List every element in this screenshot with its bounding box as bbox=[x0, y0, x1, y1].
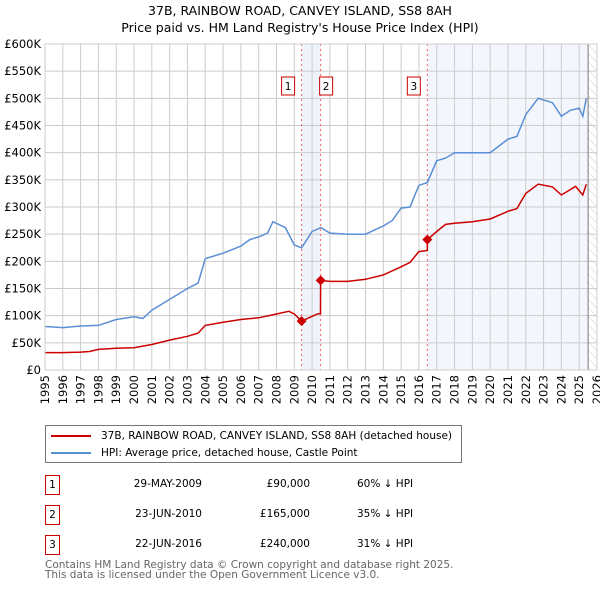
sale-label: 1 bbox=[281, 76, 296, 96]
legend-label: 37B, RAINBOW ROAD, CANVEY ISLAND, SS8 8A… bbox=[101, 430, 453, 442]
transaction-hpi: 35% ↓ HPI bbox=[357, 508, 414, 520]
price-chart: £0 £50K £100K £150K £200K £250K £300K £350K £400… bbox=[4, 37, 600, 404]
y-tick-label: £200K bbox=[4, 254, 41, 268]
x-tick-label: 2014 bbox=[376, 375, 390, 404]
x-tick-label: 2013 bbox=[359, 375, 373, 404]
transaction-number: 3 bbox=[45, 535, 60, 555]
x-tick-label: 2008 bbox=[269, 375, 283, 404]
y-tick-label: £250K bbox=[4, 227, 41, 241]
x-tick-label: 2001 bbox=[145, 375, 159, 404]
y-tick-label: £500K bbox=[4, 91, 41, 105]
x-tick-label: 2023 bbox=[537, 375, 551, 404]
transaction-price: £165,000 bbox=[259, 508, 310, 520]
chart-title: 37B, RAINBOW ROAD, CANVEY ISLAND, SS8 8A… bbox=[148, 3, 452, 18]
transaction-number: 1 bbox=[45, 475, 60, 495]
sale-point bbox=[422, 234, 433, 245]
x-tick-label: 2019 bbox=[465, 375, 479, 404]
sale-label-text: 2 bbox=[323, 81, 330, 93]
y-tick-label: £50K bbox=[12, 336, 42, 350]
transaction-date: 22-JUN-2016 bbox=[135, 538, 202, 550]
sale-point bbox=[296, 316, 307, 327]
footer-licence: This data is licensed under the Open Gov… bbox=[45, 569, 380, 581]
transaction-row: 2 23-JUN-2010 £165,000 35% ↓ HPI bbox=[45, 505, 445, 525]
legend-swatch-blue bbox=[51, 452, 91, 454]
transaction-date: 23-JUN-2010 bbox=[135, 508, 202, 520]
x-tick-label: 2007 bbox=[252, 375, 266, 404]
legend: 37B, RAINBOW ROAD, CANVEY ISLAND, SS8 8A… bbox=[45, 425, 462, 463]
x-tick-label: 1996 bbox=[56, 375, 70, 404]
transaction-row: 3 22-JUN-2016 £240,000 31% ↓ HPI bbox=[45, 535, 445, 555]
x-tick-label: 2002 bbox=[163, 375, 177, 404]
transaction-number: 2 bbox=[45, 505, 60, 525]
y-tick-label: £150K bbox=[4, 282, 41, 296]
transaction-date: 29-MAY-2009 bbox=[133, 478, 202, 490]
legend-item-property: 37B, RAINBOW ROAD, CANVEY ISLAND, SS8 8A… bbox=[46, 428, 452, 444]
x-tick-label: 2017 bbox=[430, 375, 444, 404]
plot-border bbox=[44, 43, 598, 371]
series-line bbox=[45, 183, 588, 354]
transaction-price: £90,000 bbox=[266, 478, 310, 490]
sale-label-box bbox=[406, 76, 421, 96]
footer: Contains HM Land Registry data © Crown c… bbox=[45, 559, 454, 581]
sale-label: 2 bbox=[319, 76, 334, 96]
x-tick-label: 2018 bbox=[448, 375, 462, 404]
sale-label-box bbox=[319, 76, 334, 96]
sale-label: 3 bbox=[406, 76, 421, 96]
x-tick-label: 2005 bbox=[216, 375, 230, 404]
chart-subtitle: Price paid vs. HM Land Registry's House … bbox=[121, 20, 479, 35]
footer-copyright: Contains HM Land Registry data © Crown c… bbox=[45, 559, 454, 571]
sale-point bbox=[315, 275, 326, 286]
x-tick-label: 2004 bbox=[198, 375, 212, 404]
x-tick-label: 2012 bbox=[341, 375, 355, 404]
y-tick-label: £550K bbox=[4, 64, 41, 78]
y-tick-label: £100K bbox=[4, 309, 41, 323]
x-tick-label: 2009 bbox=[287, 375, 301, 404]
x-tick-label: 1995 bbox=[38, 375, 52, 404]
transaction-row: 1 29-MAY-2009 £90,000 60% ↓ HPI bbox=[45, 475, 445, 495]
y-tick-label: £0 bbox=[26, 363, 41, 377]
x-tick-label: 2021 bbox=[501, 375, 515, 404]
x-tick-label: 2015 bbox=[394, 375, 408, 404]
sale-label-text: 1 bbox=[285, 81, 292, 93]
series-line bbox=[44, 97, 588, 329]
transaction-hpi: 60% ↓ HPI bbox=[357, 478, 414, 490]
legend-swatch-red bbox=[51, 435, 91, 437]
y-tick-label: £600K bbox=[4, 37, 41, 51]
y-tick-label: £350K bbox=[4, 173, 41, 187]
x-tick-label: 2020 bbox=[483, 375, 497, 404]
x-tick-label: 2011 bbox=[323, 375, 337, 404]
x-tick-label: 2000 bbox=[127, 375, 141, 404]
transaction-price: £240,000 bbox=[259, 538, 310, 550]
y-tick-label: £450K bbox=[4, 119, 41, 133]
x-tick-label: 2010 bbox=[305, 375, 319, 404]
x-tick-label: 1998 bbox=[91, 375, 105, 404]
x-tick-label: 2022 bbox=[519, 375, 533, 404]
y-tick-label: £300K bbox=[4, 200, 41, 214]
x-tick-label: 2024 bbox=[554, 375, 568, 404]
x-tick-label: 1997 bbox=[74, 375, 88, 404]
sale-label-text: 3 bbox=[410, 81, 417, 93]
x-tick-label: 2006 bbox=[234, 375, 248, 404]
legend-label: HPI: Average price, detached house, Cast… bbox=[101, 447, 358, 459]
legend-item-hpi: HPI: Average price, detached house, Cast… bbox=[46, 445, 358, 461]
x-tick-label: 2026 bbox=[590, 375, 600, 404]
x-tick-label: 2025 bbox=[572, 375, 586, 404]
x-tick-label: 2003 bbox=[180, 375, 194, 404]
x-tick-label: 2016 bbox=[412, 375, 426, 404]
x-tick-label: 1999 bbox=[109, 375, 123, 404]
sale-label-box bbox=[281, 76, 296, 96]
y-tick-label: £400K bbox=[4, 146, 41, 160]
transaction-hpi: 31% ↓ HPI bbox=[357, 538, 414, 550]
